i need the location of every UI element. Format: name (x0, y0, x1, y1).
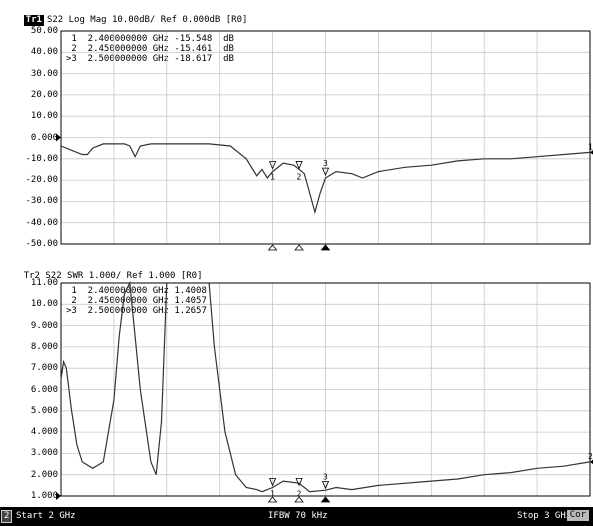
trace2-frame (60, 282, 591, 497)
trace1-stimulus-marker (267, 244, 278, 251)
trace2-marker-triangle (268, 478, 277, 487)
trace1-header-text: S22 Log Mag 10.00dB/ Ref 0.000dB [R0] (46, 15, 248, 25)
trace2-y-tick-label: 9.000 (30, 320, 58, 331)
trace2-reference-arrow (56, 492, 61, 500)
status-bar: 2 Start 2 GHz IFBW 70 kHz Stop 3 GHz Cor (0, 507, 593, 526)
trace2-y-tick-label: 11.00 (30, 278, 58, 288)
channel-indicator[interactable]: 2 (1, 510, 13, 523)
trace2-tag[interactable]: Tr2 (23, 271, 40, 281)
trace2-marker-number: 1 (270, 489, 275, 498)
trace1-marker-number: 1 (270, 173, 275, 182)
trace1-y-tick-label: 20.00 (30, 89, 58, 100)
trace1-y-tick-label: -40.00 (25, 217, 58, 228)
trace1-line (60, 143, 591, 215)
trace1-y-tick-label: 10.00 (30, 111, 58, 122)
trace1-reference-arrow (56, 133, 61, 142)
trace2-marker-triangle (295, 477, 303, 487)
trace2-end-arrow (590, 459, 593, 465)
trace2-marker-row: 1 2.400000000 GHz 1.4008 (66, 286, 207, 296)
reference-arrows: 12 (56, 133, 593, 500)
trace1-end-label: 1 (588, 142, 593, 151)
trace2-y-tick-label: 7.000 (30, 363, 58, 374)
trace1-marker-triangle (295, 161, 303, 170)
trace2-line (60, 280, 591, 493)
trace2-header[interactable]: Tr2 S22 SWR 1.000/ Ref 1.000 [R0] (2, 260, 203, 293)
trace1-y-tick-label: -30.00 (25, 196, 58, 207)
ifbw-label[interactable]: IFBW 70 kHz (268, 511, 328, 521)
trace2-stimulus-marker (267, 496, 278, 503)
trace2-y-tick-label: 1.000 (30, 491, 58, 501)
trace1-marker-number: 3 (323, 159, 328, 168)
trace1-y-tick-label: -20.00 (25, 175, 58, 186)
trace2-marker-number: 3 (323, 472, 328, 481)
trace1-tag[interactable]: Tr1 (23, 15, 44, 26)
trace2-y-tick-label: 10.00 (30, 299, 58, 310)
trace1-y-tick-label: 30.00 (30, 68, 58, 79)
trace2-y-tick-label: 6.000 (30, 384, 58, 395)
trace2-y-tick-label: 5.000 (30, 405, 58, 416)
trace2-marker-number: 2 (297, 489, 302, 498)
trace1-marker-row: 1 2.400000000 GHz -15.548 dB (66, 34, 234, 44)
trace1-y-tick-label: 0.000 (30, 132, 58, 143)
trace1-y-tick-label: -50.00 (25, 239, 58, 249)
trace1-grid (61, 31, 590, 244)
trace2-grid (61, 283, 590, 496)
trace2-y-tick-label: 8.000 (30, 341, 58, 352)
trace1-marker-triangle (321, 167, 330, 177)
trace1-stimulus-marker (320, 244, 331, 251)
trace2-marker-row: 2 2.450000000 GHz 1.4057 (66, 296, 207, 306)
trace1-end-arrow (590, 150, 593, 155)
correction-button[interactable]: Cor (566, 510, 589, 521)
trace1-marker-triangle (268, 161, 277, 170)
trace1-stimulus-marker (294, 244, 304, 251)
trace2-y-tick-label: 2.000 (30, 469, 58, 480)
trace1-markers: 1 2 3 (267, 159, 331, 251)
trace1-y-tick-label: -10.00 (25, 153, 58, 164)
trace1-marker-row: >3 2.500000000 GHz -18.617 dB (66, 54, 234, 64)
trace2-y-tick-label: 3.000 (30, 448, 58, 459)
trace2-marker-triangle (321, 480, 330, 490)
trace2-markers: 1 2 3 (267, 472, 331, 503)
trace2-end-label: 2 (588, 452, 593, 461)
trace2-marker-row: >3 2.500000000 GHz 1.2657 (66, 306, 207, 316)
trace1-y-tick-label: 50.00 (30, 26, 58, 36)
plot-area: 1 23 1 23 12 (56, 30, 593, 503)
trace1-marker-number: 2 (297, 172, 302, 181)
trace2-stimulus-marker (320, 496, 331, 503)
start-frequency[interactable]: Start 2 GHz (16, 511, 76, 521)
stop-frequency[interactable]: Stop 3 GHz (517, 511, 572, 521)
trace2-header-text: S22 SWR 1.000/ Ref 1.000 [R0] (45, 271, 203, 281)
trace1-y-tick-label: 40.00 (30, 47, 58, 58)
trace1-header[interactable]: Tr1 S22 Log Mag 10.00dB/ Ref 0.000dB [R0] (2, 4, 247, 37)
trace1-marker-row: 2 2.450000000 GHz -15.461 dB (66, 44, 234, 54)
trace2-stimulus-marker (294, 496, 304, 503)
trace2-y-tick-label: 4.000 (30, 427, 58, 438)
